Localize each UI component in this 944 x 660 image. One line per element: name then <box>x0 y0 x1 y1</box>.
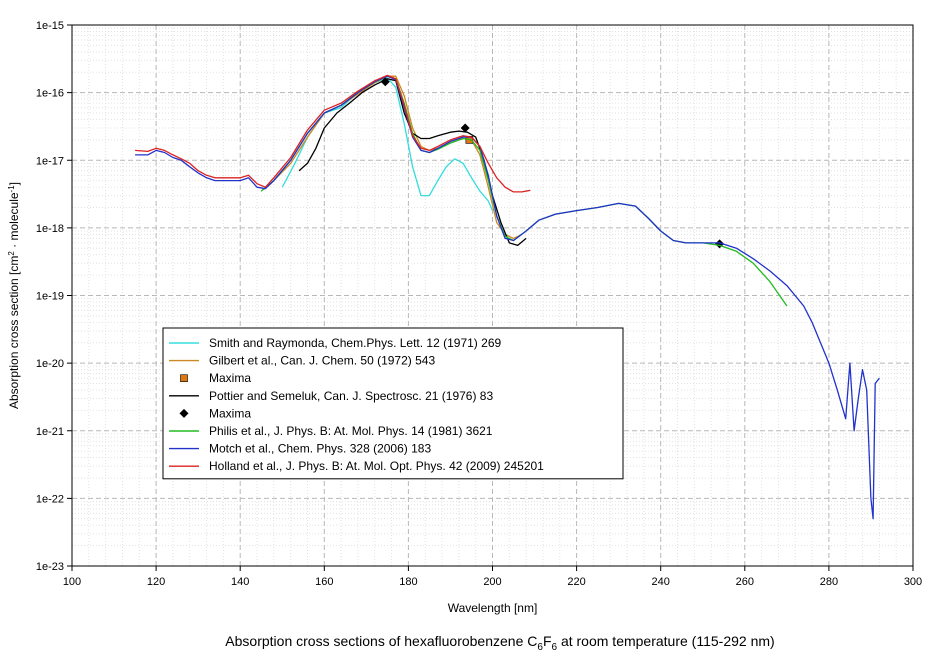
legend-label: Pottier and Semeluk, Can. J. Spectrosc. … <box>209 389 493 403</box>
legend: Smith and Raymonda, Chem.Phys. Lett. 12 … <box>162 327 624 480</box>
y-tick-label: 1e-19 <box>36 291 64 303</box>
y-tick-label: 1e-21 <box>36 426 64 438</box>
x-tick-label: 140 <box>231 576 249 588</box>
legend-entry: Philis et al., J. Phys. B: At. Mol. Phys… <box>169 424 493 438</box>
y-tick-label: 1e-17 <box>36 155 64 167</box>
x-tick-label: 200 <box>483 576 501 588</box>
series-line-6 <box>135 75 880 520</box>
series-line-0 <box>281 77 494 211</box>
legend-label: Philis et al., J. Phys. B: At. Mol. Phys… <box>209 424 493 438</box>
legend-entry: Holland et al., J. Phys. B: At. Mol. Opt… <box>169 459 544 473</box>
maxima-diamond-marker <box>460 123 470 133</box>
y-tick-label: 1e-15 <box>36 20 64 32</box>
legend-square-swatch <box>180 374 188 383</box>
legend-entry: Maxima <box>180 371 251 385</box>
legend-entry: Smith and Raymonda, Chem.Phys. Lett. 12 … <box>169 336 501 350</box>
series-layer <box>135 74 880 520</box>
x-tick-label: 160 <box>315 576 333 588</box>
y-tick-label: 1e-22 <box>36 493 64 505</box>
x-tick-label: 240 <box>652 576 670 588</box>
legend-label: Maxima <box>209 406 251 420</box>
legend-label: Smith and Raymonda, Chem.Phys. Lett. 12 … <box>209 336 501 350</box>
x-tick-label: 300 <box>904 576 922 588</box>
y-tick-label: 1e-20 <box>36 358 64 370</box>
major-grid <box>71 24 914 567</box>
legend-entry: Gilbert et al., Can. J. Chem. 50 (1972) … <box>169 354 435 368</box>
legend-entry: Motch et al., Chem. Phys. 328 (2006) 183 <box>169 442 431 456</box>
y-axis: 1e-15 1e-16 1e-17 1e-18 1e-19 1e-20 1e-21 1e-22… <box>36 20 72 573</box>
y-tick-label: 1e-16 <box>36 88 64 100</box>
y-axis-title: Absorption cross section [cm2 · molecule… <box>7 182 21 409</box>
legend-label: Motch et al., Chem. Phys. 328 (2006) 183 <box>209 442 431 456</box>
legend-entry: Maxima <box>179 406 251 420</box>
legend-box <box>162 327 624 480</box>
x-tick-label: 120 <box>147 576 165 588</box>
x-tick-label: 260 <box>736 576 754 588</box>
x-axis: 100 120 140 160 180 200 220 240 260 280 300 <box>63 566 922 588</box>
x-tick-label: 280 <box>820 576 838 588</box>
legend-label: Gilbert et al., Can. J. Chem. 50 (1972) … <box>209 354 435 368</box>
series-line-7 <box>135 74 531 193</box>
x-tick-label: 180 <box>399 576 417 588</box>
chart-caption: Absorption cross sections of hexafluorob… <box>225 633 774 653</box>
y-tick-label: 1e-23 <box>36 561 64 573</box>
x-tick-label: 220 <box>567 576 585 588</box>
x-axis-title: Wavelength [nm] <box>448 601 538 615</box>
y-tick-label: 1e-18 <box>36 223 64 235</box>
maxima-diamond-marker <box>380 77 390 87</box>
x-tick-label: 100 <box>63 576 81 588</box>
legend-label: Holland et al., J. Phys. B: At. Mol. Opt… <box>209 459 544 473</box>
legend-label: Maxima <box>209 371 251 385</box>
legend-entry: Pottier and Semeluk, Can. J. Spectrosc. … <box>169 389 493 403</box>
legend-diamond-swatch <box>179 408 189 418</box>
